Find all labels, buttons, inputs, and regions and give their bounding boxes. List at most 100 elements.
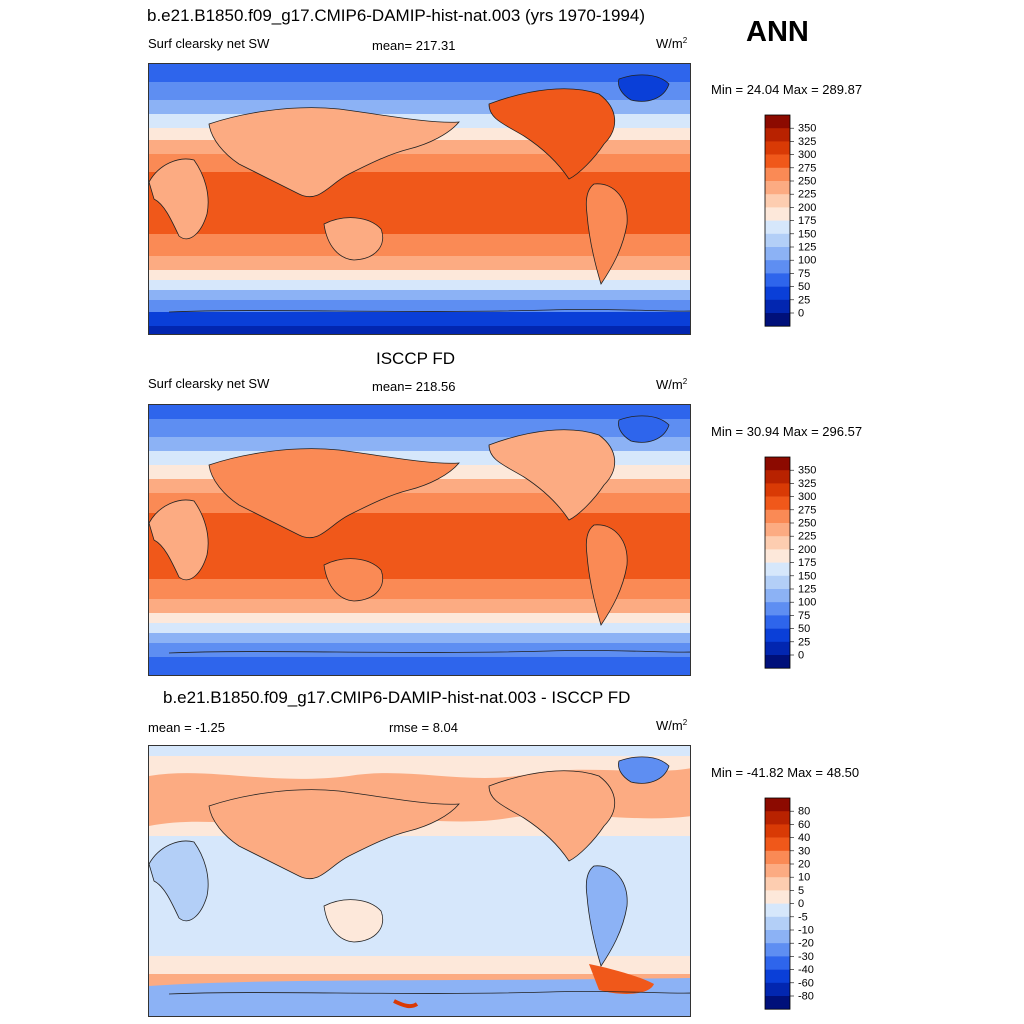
- colorbar-label: 350: [798, 123, 816, 135]
- colorbar-swatch: [765, 233, 790, 248]
- colorbar-label: 175: [798, 215, 816, 227]
- colorbar-label: 250: [798, 518, 816, 530]
- colorbar-label: 5: [798, 885, 804, 897]
- colorbar-swatch: [765, 589, 790, 603]
- colorbar-swatch: [765, 549, 790, 563]
- colorbar-swatch: [765, 247, 790, 261]
- colorbar-swatch: [765, 286, 790, 301]
- units-label: W/m2: [656, 377, 688, 392]
- colorbar-swatch: [765, 943, 790, 957]
- colorbar-swatch: [765, 850, 790, 865]
- colorbar-label: -80: [798, 991, 814, 1003]
- minmax-label: Min = -41.82 Max = 48.50: [711, 765, 860, 780]
- colorbar-swatch: [765, 260, 790, 274]
- colorbar-swatch: [765, 313, 790, 327]
- colorbar-swatch: [765, 194, 790, 208]
- colorbar-label: 50: [798, 281, 810, 293]
- colorbar-swatch: [765, 602, 790, 616]
- main-title: b.e21.B1850.f09_g17.CMIP6-DAMIP-hist-nat…: [147, 6, 645, 25]
- colorbar-label: 0: [798, 898, 804, 910]
- map-panel: [148, 745, 691, 1017]
- colorbar-swatch: [765, 877, 790, 891]
- colorbar-swatch: [765, 470, 790, 484]
- colorbar-swatch: [765, 930, 790, 944]
- colorbar-label: 50: [798, 623, 810, 635]
- colorbar-label: 325: [798, 136, 816, 148]
- panel-title: b.e21.B1850.f09_g17.CMIP6-DAMIP-hist-nat…: [163, 688, 631, 707]
- colorbar-label: 25: [798, 636, 810, 648]
- colorbar-label: -40: [798, 964, 814, 976]
- colorbar-label: 20: [798, 859, 810, 871]
- colorbar-label: -20: [798, 938, 814, 950]
- colorbar-label: 0: [798, 308, 804, 320]
- units-label: W/m2: [656, 36, 688, 51]
- colorbar-label: 275: [798, 504, 816, 516]
- minmax-label: Min = 24.04 Max = 289.87: [711, 82, 863, 97]
- colorbar-label: 300: [798, 491, 816, 503]
- colorbar-label: 250: [798, 176, 816, 188]
- colorbar-swatch: [765, 207, 790, 221]
- colorbar-swatch: [765, 864, 790, 878]
- rmse-label: rmse = 8.04: [389, 720, 459, 735]
- colorbar-label: 10: [798, 872, 810, 884]
- colorbar-swatch: [765, 956, 790, 970]
- units-label: W/m2: [656, 718, 688, 733]
- colorbar-swatch: [765, 655, 790, 669]
- colorbar-swatch: [765, 220, 790, 235]
- map-panel: [148, 63, 691, 335]
- mean-label: mean= 218.56: [372, 379, 456, 394]
- colorbar-swatch: [765, 996, 790, 1010]
- colorbar-swatch: [765, 837, 790, 852]
- colorbar-label: 125: [798, 242, 816, 254]
- map-panel: [148, 404, 691, 676]
- mean-label: mean = -1.25: [148, 720, 225, 735]
- colorbar-swatch: [765, 536, 790, 550]
- colorbar-swatch: [765, 181, 790, 195]
- colorbar-label: 150: [798, 228, 816, 240]
- colorbar-label: 0: [798, 650, 804, 662]
- colorbar-label: 40: [798, 832, 810, 844]
- colorbar-swatch: [765, 154, 790, 169]
- colorbar-swatch: [765, 824, 790, 838]
- season-label: ANN: [746, 16, 809, 48]
- colorbar: 80 60 40 30 20 10 5 0 -5 -10 -20 -30 -40 -60 -80: [764, 797, 845, 1013]
- colorbar-swatch: [765, 167, 790, 182]
- colorbar-label: 100: [798, 597, 816, 609]
- colorbar-swatch: [765, 641, 790, 656]
- colorbar-swatch: [765, 523, 790, 537]
- colorbar-label: 30: [798, 845, 810, 857]
- colorbar-label: 125: [798, 584, 816, 596]
- variable-label: Surf clearsky net SW: [148, 376, 270, 391]
- colorbar-label: 200: [798, 544, 816, 556]
- colorbar-label: 200: [798, 202, 816, 214]
- colorbar-label: 325: [798, 478, 816, 490]
- colorbar-swatch: [765, 509, 790, 524]
- colorbar-swatch: [765, 811, 790, 825]
- colorbar-label: 150: [798, 570, 816, 582]
- colorbar-swatch: [765, 483, 790, 497]
- minmax-label: Min = 30.94 Max = 296.57: [711, 424, 863, 439]
- colorbar-label: 350: [798, 465, 816, 477]
- colorbar-swatch: [765, 457, 790, 471]
- colorbar-swatch: [765, 982, 790, 997]
- colorbar-swatch: [765, 273, 790, 287]
- colorbar-swatch: [765, 969, 790, 984]
- colorbar-label: 225: [798, 189, 816, 201]
- colorbar-label: 25: [798, 294, 810, 306]
- colorbar-label: -60: [798, 977, 814, 989]
- colorbar-label: 80: [798, 806, 810, 818]
- colorbar-swatch: [765, 903, 790, 918]
- colorbar-label: 75: [798, 268, 810, 280]
- variable-label: Surf clearsky net SW: [148, 36, 270, 51]
- colorbar-label: -30: [798, 951, 814, 963]
- colorbar-swatch: [765, 916, 790, 931]
- colorbar: 350 325 300 275 250 225 200 175 150 125 100 75 50 25 0: [764, 456, 845, 672]
- colorbar-swatch: [765, 615, 790, 629]
- colorbar-swatch: [765, 890, 790, 904]
- colorbar-label: -5: [798, 911, 808, 923]
- colorbar-label: 300: [798, 149, 816, 161]
- colorbar-swatch: [765, 299, 790, 314]
- colorbar-swatch: [765, 798, 790, 812]
- mean-label: mean= 217.31: [372, 38, 456, 53]
- colorbar-swatch: [765, 496, 790, 511]
